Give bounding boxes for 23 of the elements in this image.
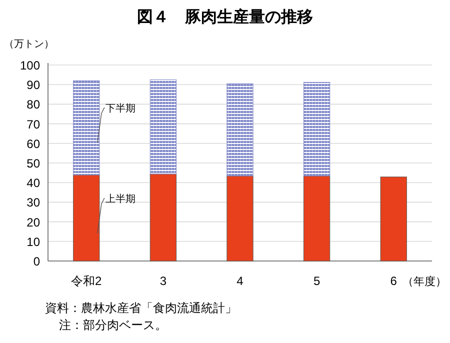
y-tick-label: 60 [26, 136, 40, 151]
y-tick-label: 100 [20, 58, 40, 72]
title: 図４ 豚肉生産量の推移 [137, 9, 313, 26]
y-tick-label: 90 [26, 78, 40, 92]
y-tick-label: 30 [26, 196, 40, 210]
xlabel: （年度） [402, 276, 447, 288]
xtick: 4 [236, 274, 244, 288]
xtick: 3 [160, 274, 167, 288]
xtick: 令和2 [71, 274, 102, 288]
annotation: 資料：農林水産省「食肉流通統計」 [45, 301, 237, 315]
series-label: 下半期 [105, 103, 136, 114]
xtick: 5 [313, 274, 320, 288]
annotation: 注：部分肉ベース。 [59, 318, 167, 332]
y-tick-label: 40 [26, 176, 40, 190]
y-tick-label: 10 [26, 234, 40, 249]
y-tick-label: 0 [33, 254, 40, 268]
y-tick-label: 50 [26, 156, 40, 170]
ylabel: （万トン） [4, 39, 54, 50]
y-tick-label: 70 [26, 117, 40, 132]
series-label: 上半期 [105, 194, 136, 205]
y-tick-label: 80 [26, 98, 40, 112]
xtick: 6 [390, 274, 397, 288]
y-tick-label: 20 [26, 215, 40, 230]
